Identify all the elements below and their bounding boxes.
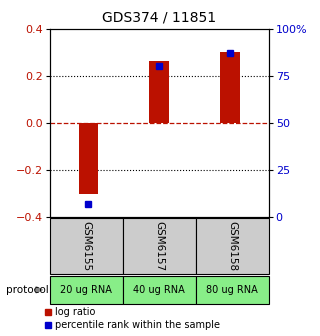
Text: 20 ug RNA: 20 ug RNA <box>60 285 112 295</box>
Legend: log ratio, percentile rank within the sample: log ratio, percentile rank within the sa… <box>43 306 221 331</box>
Bar <box>50 276 123 304</box>
Title: GDS374 / 11851: GDS374 / 11851 <box>102 11 216 25</box>
Text: GSM6155: GSM6155 <box>81 221 91 271</box>
Text: GSM6157: GSM6157 <box>154 221 164 271</box>
Text: 40 ug RNA: 40 ug RNA <box>133 285 185 295</box>
Bar <box>50 218 123 274</box>
Text: protocol: protocol <box>6 285 49 295</box>
Bar <box>196 218 269 274</box>
Text: 80 ug RNA: 80 ug RNA <box>206 285 258 295</box>
Bar <box>123 218 196 274</box>
Bar <box>79 123 98 194</box>
Bar <box>196 276 269 304</box>
Bar <box>220 52 240 123</box>
Bar <box>149 61 169 123</box>
Text: GSM6158: GSM6158 <box>227 221 237 271</box>
Bar <box>123 276 196 304</box>
